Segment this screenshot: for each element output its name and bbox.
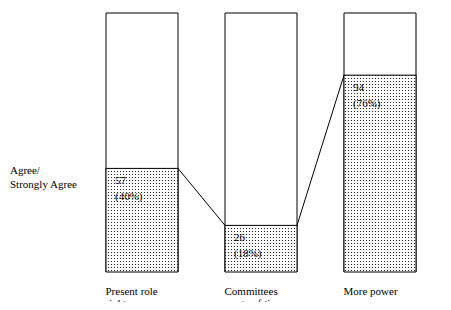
svg-text:Agree/Strongly Agree: Agree/Strongly Agree xyxy=(10,164,77,190)
svg-text:More power: More power xyxy=(344,285,398,297)
svg-text:26(18%): 26(18%) xyxy=(234,231,262,260)
svg-text:Present roleright: Present roleright xyxy=(106,285,158,302)
svg-text:Committeeswaste of time: Committeeswaste of time xyxy=(225,285,284,302)
svg-text:57(40%): 57(40%) xyxy=(115,174,143,203)
svg-text:94(76%): 94(76%) xyxy=(353,81,381,110)
